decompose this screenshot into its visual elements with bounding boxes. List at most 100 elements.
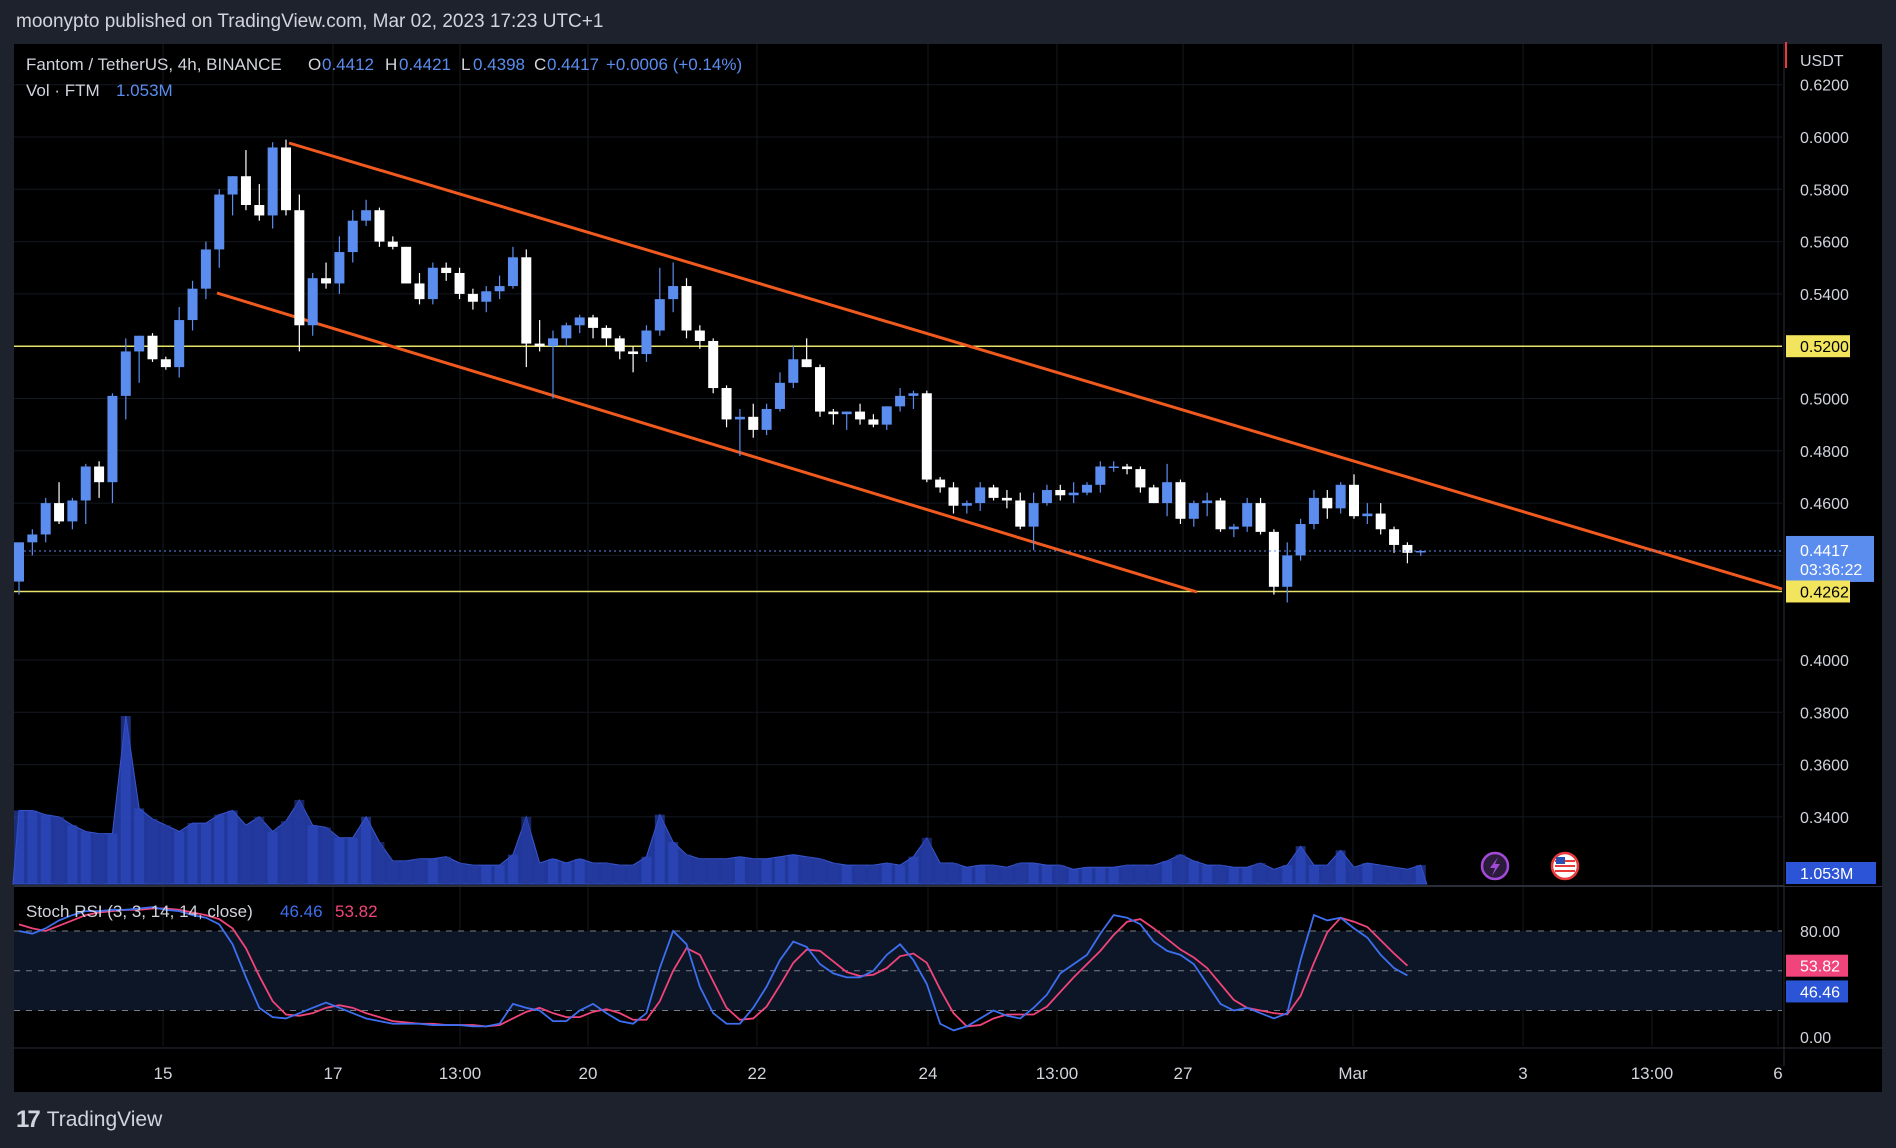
candle-body — [828, 411, 839, 415]
candle — [975, 482, 986, 511]
candle — [694, 325, 705, 349]
volume-bar — [321, 827, 332, 884]
candle-body — [1188, 503, 1199, 519]
candle — [574, 314, 585, 334]
volume-bar — [267, 831, 278, 884]
candle-body — [654, 299, 665, 331]
price-axis-panel[interactable] — [1784, 44, 1882, 886]
candle — [321, 262, 332, 289]
volume-bar — [160, 825, 171, 884]
stoch-rsi-label: Stoch RSI (3, 3, 14, 14, close) — [26, 902, 253, 921]
volume-bar — [1095, 867, 1106, 884]
price-axis-ticks: 0.6200 0.6000 0.5800 0.5600 0.5400 0.5000 0.48… — [1800, 78, 1849, 827]
candle-body — [694, 330, 705, 341]
candle — [307, 272, 318, 336]
candle-body — [1108, 466, 1119, 468]
time-tick-label: 13:00 — [439, 1064, 482, 1083]
candle-body — [1068, 492, 1079, 496]
candle-body — [534, 343, 545, 347]
candle — [94, 461, 105, 498]
volume-bar — [988, 865, 999, 884]
candle — [1308, 490, 1319, 530]
candle-body — [1255, 503, 1266, 532]
volume-bar — [14, 810, 24, 884]
stoch-tick-label: 0.00 — [1800, 1030, 1831, 1047]
candle-body — [107, 395, 118, 483]
candle — [107, 393, 118, 504]
candle-body — [294, 210, 305, 326]
volume-bar — [1268, 869, 1279, 884]
candle-body — [1082, 484, 1092, 493]
candle — [67, 497, 78, 530]
candle-body — [761, 408, 772, 430]
candle — [681, 278, 692, 339]
volume-bar — [761, 858, 772, 884]
volume-bar — [334, 837, 345, 884]
volume-bar — [1122, 865, 1133, 884]
candle-body — [200, 249, 211, 289]
us-flag-icon[interactable] — [1550, 851, 1580, 881]
candle — [54, 482, 65, 525]
volume-bar — [1255, 863, 1266, 884]
volume-bar — [801, 856, 812, 884]
volume-bar — [788, 854, 799, 884]
candle — [481, 286, 492, 313]
volume-bar — [574, 858, 585, 884]
candle — [467, 288, 478, 310]
lightning-icon[interactable] — [1480, 851, 1510, 881]
volume-bar — [427, 858, 438, 884]
candle-body — [1415, 550, 1426, 553]
legend-high: 0.4421 — [399, 55, 451, 74]
candle-body — [374, 210, 385, 242]
price-axis-currency: USDT — [1800, 53, 1844, 70]
candle-body — [1308, 497, 1319, 525]
volume-badge: 1.053M — [1786, 862, 1876, 884]
publish-header: moonypto published on TradingView.com, M… — [16, 11, 604, 32]
stoch-d-line — [18, 907, 1409, 1028]
candle-body — [1215, 500, 1226, 530]
candle-body — [507, 257, 518, 287]
chart-canvas[interactable]: Fantom / TetherUS, 4h, BINANCE O 0.4412 … — [0, 0, 1896, 1092]
candle-body — [681, 286, 692, 331]
candle — [521, 249, 532, 368]
candle — [534, 320, 545, 352]
current-price-badge: 0.4417 03:36:22 — [1786, 535, 1874, 582]
candle-body — [988, 487, 999, 498]
candle-body — [387, 241, 398, 247]
candle-countdown: 03:36:22 — [1800, 562, 1862, 579]
candle-body — [160, 359, 171, 368]
candle-body — [948, 487, 959, 506]
volume-bar — [54, 816, 65, 884]
volume-bar — [828, 863, 839, 884]
candle — [1295, 518, 1306, 561]
candle-body — [574, 317, 585, 326]
candle — [200, 241, 211, 300]
volume-bar — [254, 816, 265, 884]
candle-body — [267, 147, 278, 216]
candle — [401, 246, 412, 284]
volume-bar — [27, 810, 38, 884]
volume-bar — [454, 863, 465, 884]
price-tick-label: 0.3800 — [1800, 705, 1849, 722]
candle-body — [174, 320, 185, 368]
time-axis-ticks[interactable]: 15 17 13:00 20 22 24 13:00 27 Mar 3 13:00 6 — [154, 1064, 1783, 1083]
candle-body — [921, 393, 932, 480]
price-tick-label: 0.6000 — [1800, 130, 1849, 147]
volume-bar — [1415, 865, 1426, 884]
volume-bar — [1175, 854, 1186, 884]
candle — [734, 408, 745, 457]
price-tick-label: 0.5400 — [1800, 287, 1849, 304]
price-tick-label: 0.3600 — [1800, 758, 1849, 775]
price-tick-label: 0.4800 — [1800, 444, 1849, 461]
candle-body — [908, 393, 919, 396]
time-tick-label: 22 — [748, 1064, 767, 1083]
candle — [27, 529, 38, 556]
current-price-label: 0.4417 — [1800, 543, 1849, 560]
candle-body — [67, 500, 78, 522]
candle-body — [774, 382, 785, 409]
candle — [441, 262, 452, 281]
candle — [1215, 497, 1226, 532]
price-tick-label: 0.5000 — [1800, 392, 1849, 409]
candle — [561, 322, 572, 347]
volume-bar — [1082, 867, 1092, 884]
